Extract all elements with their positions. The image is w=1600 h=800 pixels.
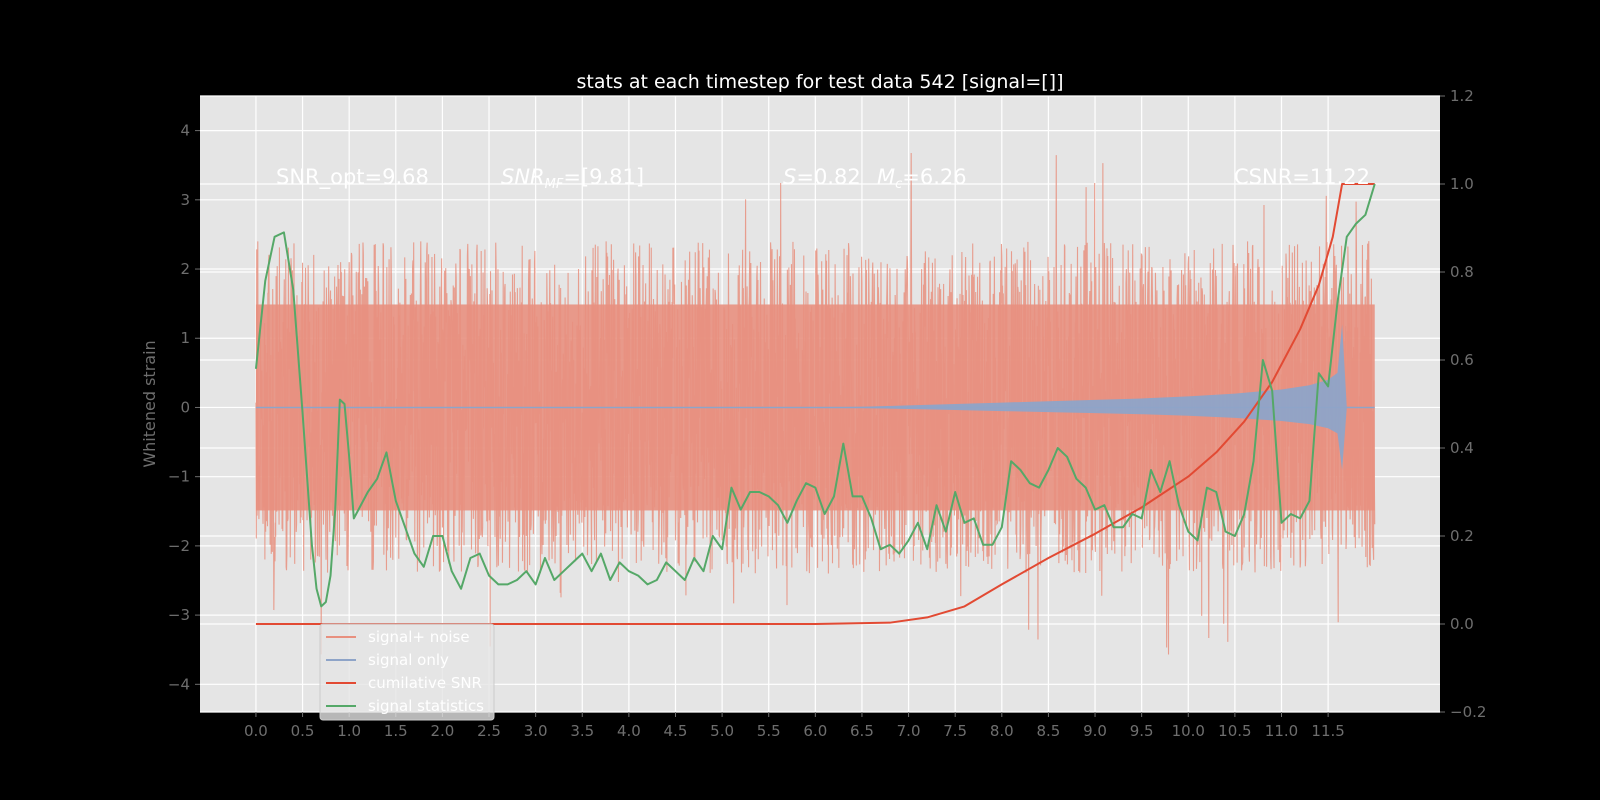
x-tick-label-16: 8.0 bbox=[990, 722, 1014, 740]
y-axis-label: Whitened strain bbox=[140, 340, 159, 467]
x-axis-ticks: 0.0 0.5 1.0 1.5 2.0 2.5 3.0 3.5 4.0 4.5 5.0 5.5 6.0 6… bbox=[244, 712, 1345, 740]
x-tick-label-18: 9.0 bbox=[1083, 722, 1107, 740]
x-tick-label-5: 2.5 bbox=[477, 722, 501, 740]
y-right-tick-label-6: 0.0 bbox=[1450, 615, 1474, 633]
x-tick-label-14: 7.0 bbox=[897, 722, 921, 740]
y-left-tick-label-6: −2 bbox=[168, 537, 190, 555]
x-tick-label-21: 10.5 bbox=[1218, 722, 1251, 740]
signal-statistics-line bbox=[254, 183, 1376, 608]
y-left-tick-label-8: −4 bbox=[168, 675, 190, 693]
x-tick-label-1: 0.5 bbox=[291, 722, 315, 740]
x-tick-label-6: 3.0 bbox=[524, 722, 548, 740]
y-left-tick-label-3: 1 bbox=[180, 329, 190, 347]
y-right-tick-label-0: 1.2 bbox=[1450, 87, 1474, 105]
cumulative-snr-line bbox=[255, 183, 1375, 625]
y-right-tick-label-5: 0.2 bbox=[1450, 527, 1474, 545]
annotation-s-value: =0.82 bbox=[796, 165, 860, 189]
x-tick-label-15: 7.5 bbox=[943, 722, 967, 740]
y-right-axis-ticks: 1.2 1.0 0.8 0.6 0.4 0.2 0.0 −0.2 bbox=[1440, 87, 1486, 721]
annotation-mc-main: M bbox=[877, 165, 895, 189]
annotation-snr-mf-sub: MF bbox=[545, 177, 564, 192]
legend-label-3: signal statistics bbox=[368, 697, 484, 715]
x-tick-label-7: 3.5 bbox=[570, 722, 594, 740]
y-left-tick-label-2: 2 bbox=[180, 260, 190, 278]
annotation-snr-mf-main: SNR bbox=[501, 165, 545, 189]
x-tick-label-20: 10.0 bbox=[1172, 722, 1205, 740]
x-tick-label-3: 1.5 bbox=[384, 722, 408, 740]
legend-label-0: signal+ noise bbox=[368, 628, 470, 646]
annotation-s-label: S bbox=[783, 165, 796, 189]
x-tick-label-13: 6.5 bbox=[850, 722, 874, 740]
x-tick-label-17: 8.5 bbox=[1036, 722, 1060, 740]
annotation-snr-opt: SNR_opt=9.68 bbox=[276, 165, 429, 190]
y-left-tick-label-1: 3 bbox=[180, 191, 190, 209]
annotation-s: S=0.82 bbox=[783, 165, 861, 189]
x-tick-label-2: 1.0 bbox=[337, 722, 361, 740]
annotation-mc-value: =6.26 bbox=[902, 165, 966, 189]
annotation-snr-mf-value: =[9.81] bbox=[563, 165, 644, 189]
legend: signal+ noise signal only cumilative SNR si… bbox=[319, 623, 495, 721]
x-tick-label-12: 6.0 bbox=[803, 722, 827, 740]
x-tick-label-11: 5.5 bbox=[757, 722, 781, 740]
y-left-axis-ticks: 4 3 2 1 0 −1 −2 −3 −4 bbox=[168, 122, 200, 693]
x-tick-label-10: 5.0 bbox=[710, 722, 734, 740]
annotation-mc-sub: c bbox=[895, 177, 902, 192]
legend-box bbox=[319, 623, 495, 721]
x-tick-label-9: 4.5 bbox=[664, 722, 688, 740]
x-tick-label-19: 9.5 bbox=[1130, 722, 1154, 740]
y-right-tick-label-2: 0.8 bbox=[1450, 263, 1474, 281]
x-tick-label-8: 4.0 bbox=[617, 722, 641, 740]
annotations: SNR_opt=9.68 SNRMF=[9.81] S=0.82 Mc=6.26… bbox=[276, 165, 1370, 192]
annotation-mc: Mc=6.26 bbox=[877, 165, 967, 192]
annotation-csnr: CSNR=11.22 bbox=[1234, 165, 1370, 189]
y-left-tick-label-5: −1 bbox=[168, 468, 190, 486]
y-left-tick-label-7: −3 bbox=[168, 606, 190, 624]
chart-title: stats at each timestep for test data 542… bbox=[576, 71, 1063, 93]
x-tick-label-23: 11.5 bbox=[1311, 722, 1344, 740]
y-left-tick-label-4: 0 bbox=[180, 398, 190, 416]
signal-only-series bbox=[255, 324, 1375, 470]
y-right-tick-label-7: −0.2 bbox=[1450, 703, 1486, 721]
y-right-tick-label-1: 1.0 bbox=[1450, 175, 1474, 193]
x-tick-label-22: 11.0 bbox=[1265, 722, 1298, 740]
legend-label-1: signal only bbox=[368, 651, 449, 669]
x-tick-label-4: 2.0 bbox=[430, 722, 454, 740]
y-right-tick-label-4: 0.4 bbox=[1450, 439, 1474, 457]
x-tick-label-0: 0.0 bbox=[244, 722, 268, 740]
legend-label-2: cumilative SNR bbox=[368, 674, 482, 692]
line-series bbox=[254, 183, 1376, 625]
y-right-tick-label-3: 0.6 bbox=[1450, 351, 1474, 369]
annotation-snr-mf: SNRMF=[9.81] bbox=[501, 165, 644, 192]
y-left-tick-label-0: 4 bbox=[180, 122, 190, 140]
